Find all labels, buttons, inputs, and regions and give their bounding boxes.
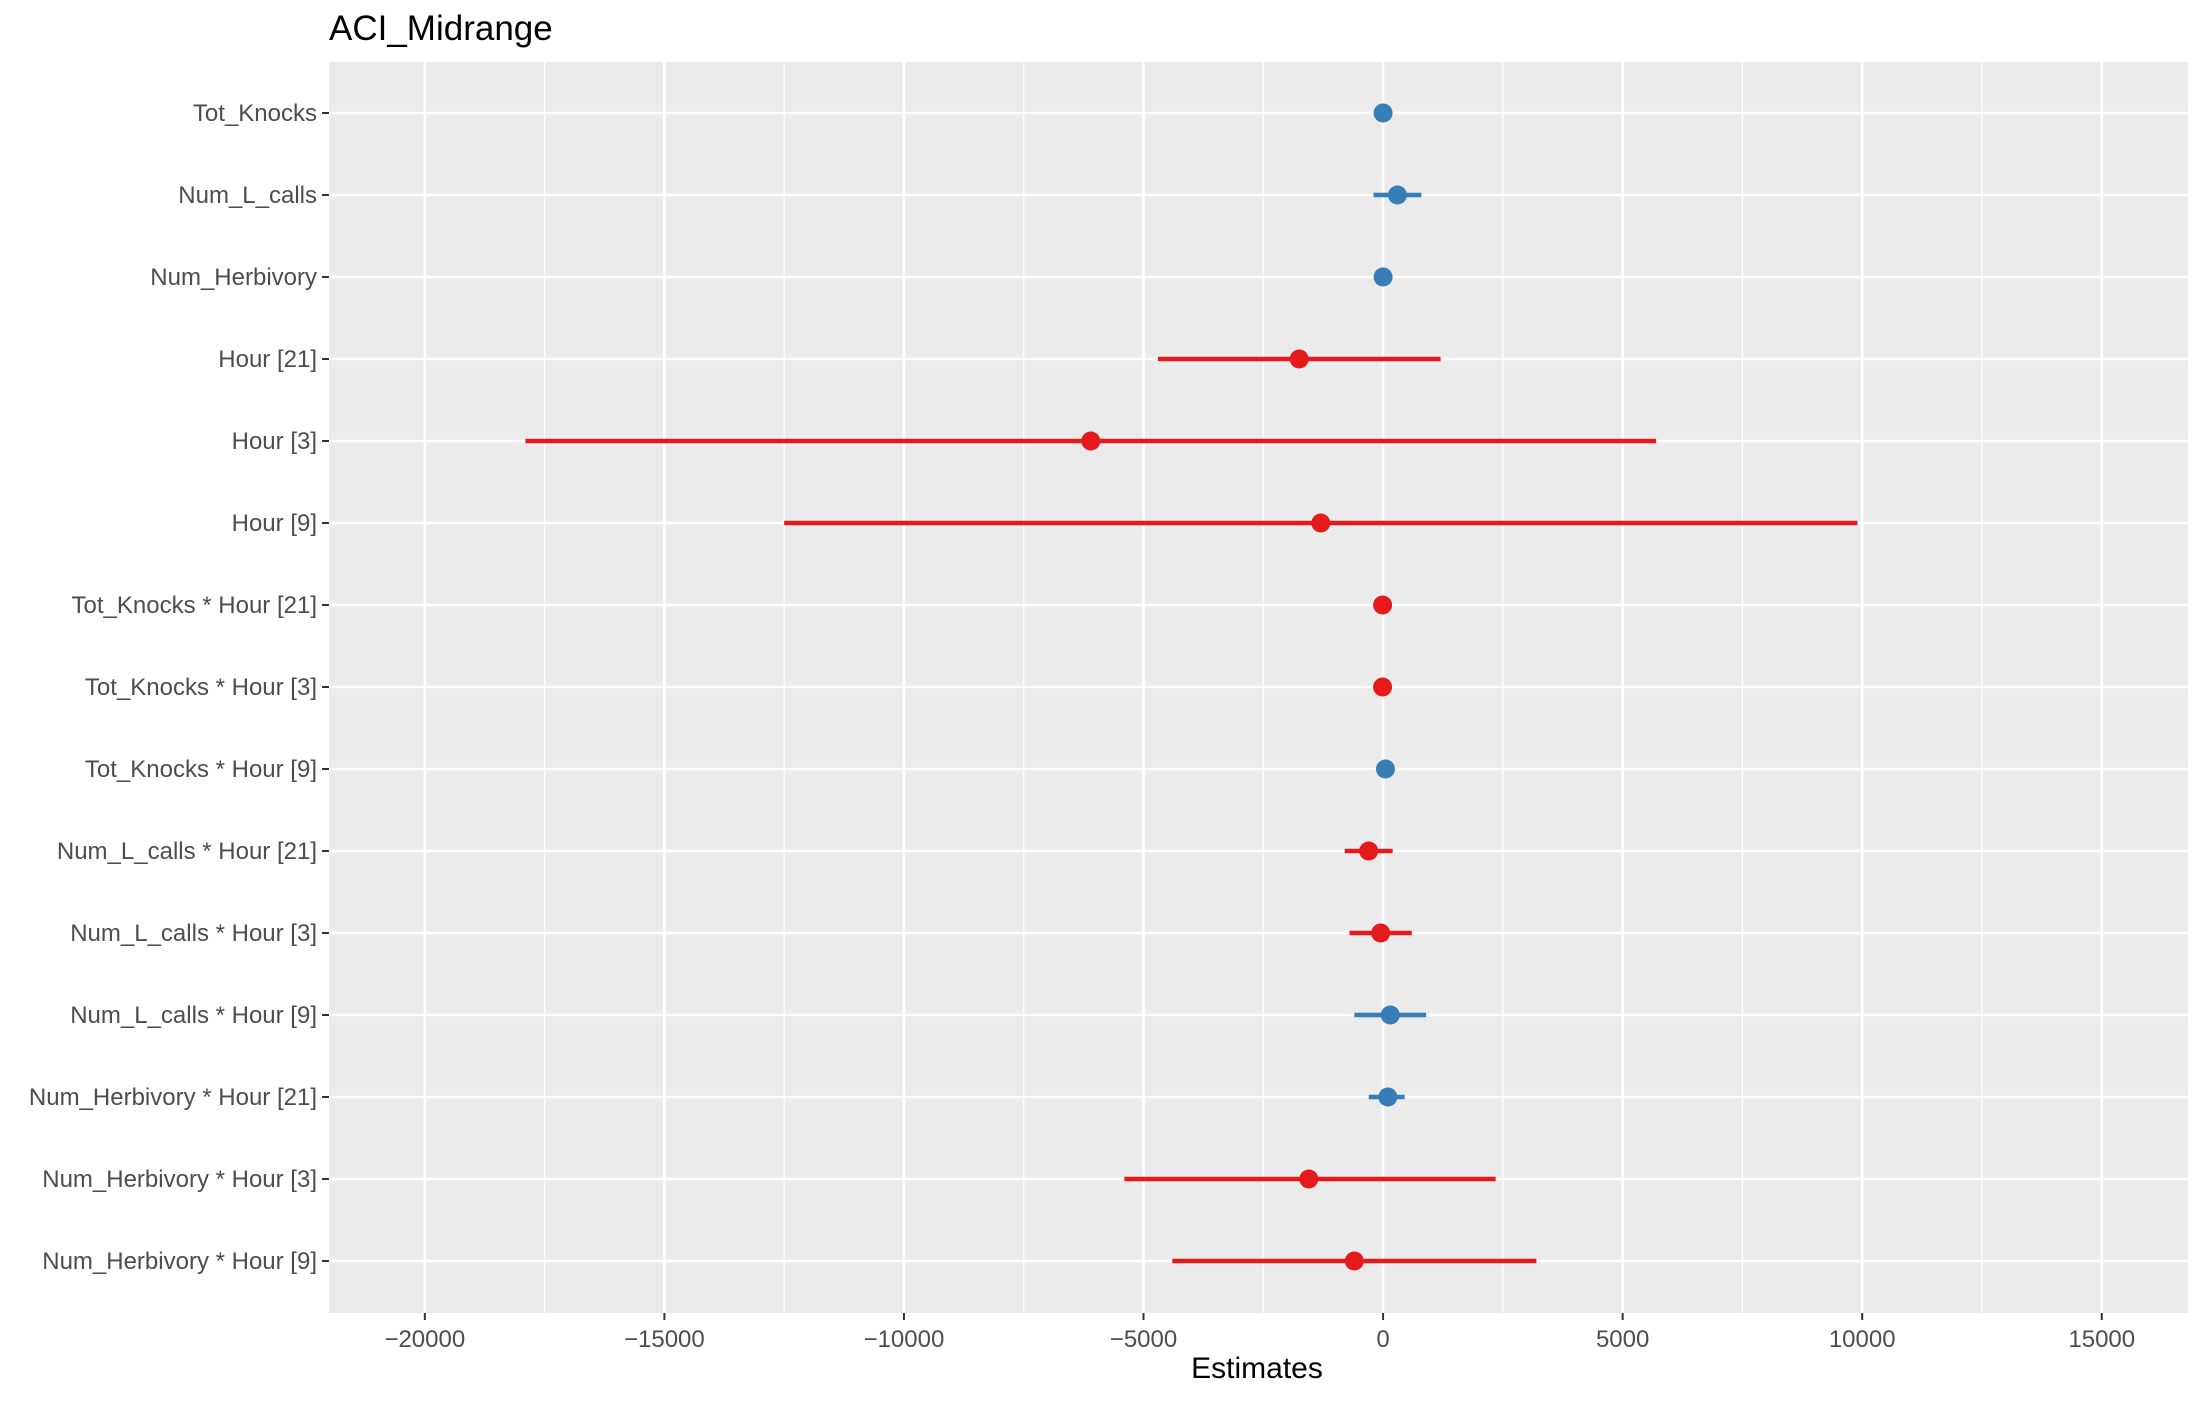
x-axis-title: Estimates xyxy=(1191,1352,1323,1385)
y-tick-label: Num_Herbivory * Hour [21] xyxy=(29,1084,317,1111)
estimate-point xyxy=(1380,1005,1400,1025)
y-tick-label: Num_Herbivory * Hour [3] xyxy=(42,1166,317,1193)
estimate-point xyxy=(1373,677,1393,697)
y-tick-label: Hour [21] xyxy=(218,346,317,373)
estimate-point xyxy=(1311,513,1331,533)
estimate-point xyxy=(1373,267,1393,287)
plot-panel xyxy=(329,62,2188,1313)
y-tick-label: Hour [3] xyxy=(232,428,317,455)
x-tick-label: 0 xyxy=(1376,1326,1389,1353)
y-tick-label: Tot_Knocks * Hour [21] xyxy=(72,592,317,619)
y-tick-label: Tot_Knocks * Hour [9] xyxy=(85,756,317,783)
x-tick-label: −5000 xyxy=(1110,1326,1177,1353)
x-tick-label: 10000 xyxy=(1829,1326,1896,1353)
estimate-point xyxy=(1344,1251,1364,1271)
y-tick-label: Num_L_calls * Hour [21] xyxy=(57,838,317,865)
estimate-point xyxy=(1371,923,1391,943)
y-tick-label: Tot_Knocks xyxy=(193,100,317,127)
x-tick-label: 15000 xyxy=(2068,1326,2135,1353)
estimate-point xyxy=(1289,349,1309,369)
y-tick-label: Tot_Knocks * Hour [3] xyxy=(85,674,317,701)
y-tick-label: Num_Herbivory xyxy=(150,264,317,291)
y-tick-label: Num_L_calls * Hour [9] xyxy=(70,1002,317,1029)
estimate-point xyxy=(1387,185,1407,205)
estimate-point xyxy=(1375,759,1395,779)
y-tick-label: Num_L_calls * Hour [3] xyxy=(70,920,317,947)
estimate-point xyxy=(1373,103,1393,123)
estimate-point xyxy=(1359,841,1379,861)
y-tick-label: Hour [9] xyxy=(232,510,317,537)
x-tick-label: −10000 xyxy=(864,1326,945,1353)
y-tick-label: Num_L_calls xyxy=(178,182,317,209)
estimate-point xyxy=(1373,595,1393,615)
y-tick-label: Num_Herbivory * Hour [9] xyxy=(42,1248,317,1275)
chart-title: ACI_Midrange xyxy=(329,9,553,48)
x-tick-label: −20000 xyxy=(384,1326,465,1353)
estimate-point xyxy=(1299,1169,1319,1189)
estimate-point xyxy=(1378,1087,1398,1107)
x-tick-label: 5000 xyxy=(1596,1326,1649,1353)
estimate-point xyxy=(1081,431,1101,451)
x-tick-label: −15000 xyxy=(624,1326,705,1353)
